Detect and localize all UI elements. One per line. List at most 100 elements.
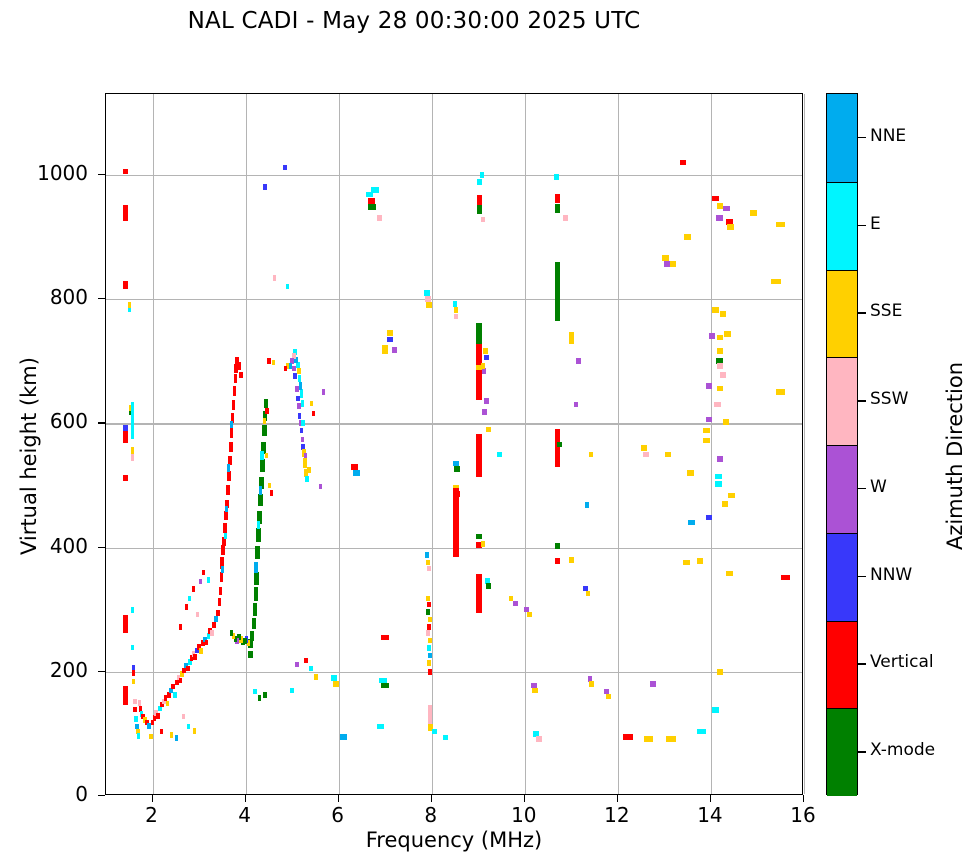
colorbar-segment-e bbox=[827, 181, 857, 270]
echo-point bbox=[288, 363, 293, 369]
echo-point bbox=[195, 611, 199, 618]
echo-point bbox=[206, 577, 210, 583]
echo-point bbox=[716, 668, 724, 675]
echo-point bbox=[531, 682, 537, 689]
echo-point bbox=[235, 357, 240, 365]
echo-point bbox=[585, 590, 591, 597]
echo-point bbox=[249, 630, 255, 641]
colorbar-separator bbox=[827, 269, 857, 271]
echo-point bbox=[270, 490, 274, 496]
echo-point bbox=[159, 701, 164, 708]
echo-point bbox=[296, 367, 301, 375]
gridline-horizontal bbox=[106, 299, 802, 301]
echo-point bbox=[132, 670, 136, 676]
echo-point bbox=[136, 732, 141, 739]
echo-point bbox=[479, 171, 485, 178]
echo-point bbox=[379, 677, 387, 684]
colorbar-tick-label-ssw: SSW bbox=[870, 389, 909, 410]
echo-point bbox=[294, 661, 299, 668]
echo-point bbox=[726, 570, 733, 577]
echo-point bbox=[292, 365, 296, 372]
colorbar-tick-label-vertical: Vertical bbox=[870, 652, 934, 673]
echo-point bbox=[219, 572, 224, 583]
gridline-horizontal bbox=[106, 671, 802, 674]
colorbar-separator bbox=[827, 445, 857, 446]
echo-point bbox=[267, 358, 271, 364]
echo-point bbox=[425, 559, 431, 566]
echo-point bbox=[173, 691, 177, 698]
echo-point bbox=[724, 331, 731, 337]
echo-point bbox=[376, 215, 383, 222]
echo-point bbox=[235, 637, 240, 644]
x-tick-label: 10 bbox=[511, 803, 537, 827]
echo-point bbox=[576, 358, 582, 364]
echo-point bbox=[569, 338, 574, 345]
echo-point bbox=[253, 561, 258, 573]
echo-point bbox=[150, 719, 155, 726]
echo-point bbox=[427, 668, 433, 675]
echo-point bbox=[133, 716, 138, 722]
echo-point bbox=[666, 736, 676, 742]
echo-point bbox=[232, 385, 237, 396]
x-tick-label: 2 bbox=[145, 803, 158, 827]
echo-point bbox=[202, 569, 206, 576]
colorbar-tick-label-nnw: NNW bbox=[870, 564, 913, 585]
echo-point bbox=[228, 441, 233, 452]
echo-point bbox=[123, 474, 128, 482]
gridline-horizontal bbox=[106, 423, 802, 425]
colorbar-separator bbox=[827, 620, 857, 622]
echo-point bbox=[716, 358, 723, 364]
echo-point bbox=[387, 330, 393, 336]
echo-point bbox=[188, 595, 192, 602]
echo-point bbox=[182, 667, 187, 674]
echo-point bbox=[137, 700, 142, 706]
echo-point bbox=[554, 261, 561, 322]
echo-point bbox=[308, 665, 313, 672]
colorbar-separator bbox=[827, 532, 857, 534]
echo-point bbox=[322, 389, 326, 395]
echo-point bbox=[367, 198, 375, 204]
colorbar-tick bbox=[858, 487, 866, 490]
echo-point bbox=[231, 399, 236, 410]
x-tick bbox=[337, 795, 340, 802]
echo-point bbox=[220, 565, 224, 573]
echo-point bbox=[227, 464, 231, 472]
x-tick-label: 14 bbox=[697, 803, 723, 827]
echo-point bbox=[299, 427, 304, 434]
echo-point bbox=[132, 665, 136, 671]
echo-point bbox=[283, 365, 288, 372]
gridline-vertical bbox=[431, 94, 434, 794]
echo-point bbox=[452, 301, 458, 307]
echo-point bbox=[247, 650, 253, 659]
echo-point bbox=[582, 585, 588, 592]
gridline-vertical bbox=[152, 94, 154, 794]
echo-point bbox=[382, 348, 388, 354]
echo-point bbox=[556, 441, 562, 448]
echo-point bbox=[259, 476, 264, 490]
echo-point bbox=[555, 543, 560, 550]
echo-point bbox=[339, 734, 348, 740]
echo-point bbox=[443, 734, 448, 741]
echo-point bbox=[453, 487, 459, 558]
echo-point bbox=[260, 451, 265, 460]
echo-point bbox=[312, 410, 316, 417]
echo-point bbox=[128, 404, 132, 411]
echo-point bbox=[508, 595, 514, 602]
echo-point bbox=[604, 688, 609, 695]
echo-point bbox=[123, 281, 128, 290]
echo-point bbox=[688, 519, 695, 526]
echo-point bbox=[480, 363, 486, 369]
echo-point bbox=[669, 261, 677, 267]
echo-point bbox=[197, 644, 201, 650]
y-tick-label: 600 bbox=[49, 409, 88, 434]
echo-point bbox=[716, 385, 724, 392]
x-tick-label: 16 bbox=[790, 803, 816, 827]
colorbar-segment-vertical bbox=[827, 620, 857, 709]
echo-point bbox=[776, 389, 786, 395]
echo-point bbox=[425, 609, 431, 615]
echo-point bbox=[432, 728, 437, 735]
echo-point bbox=[282, 164, 287, 171]
echo-point bbox=[186, 665, 190, 672]
gridline-vertical bbox=[710, 94, 713, 794]
echo-point bbox=[497, 451, 502, 458]
